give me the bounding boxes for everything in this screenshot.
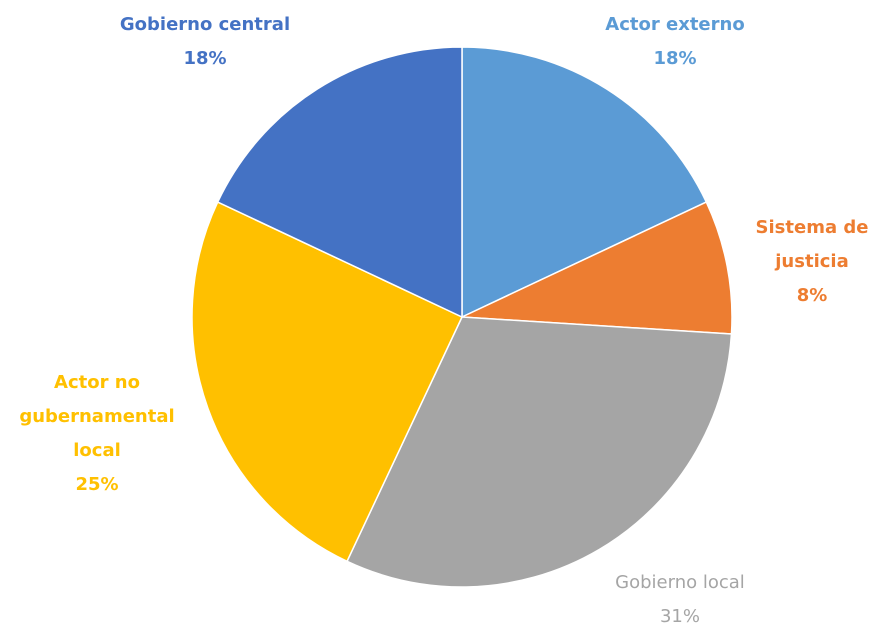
category-label: Gobierno local: [615, 572, 745, 593]
slice-label: Sistema de justicia 8%: [742, 211, 876, 313]
category-label: Actor externo: [605, 14, 745, 35]
slice-label: Actor no gubernamental local 25%: [7, 366, 187, 502]
category-label: Actor no gubernamental local: [19, 372, 175, 461]
slice-label: Actor externo 18%: [545, 8, 805, 76]
value-label: 18%: [653, 48, 697, 69]
value-label: 31%: [659, 606, 700, 623]
pie-slice: [461, 46, 708, 319]
pie-slice: [346, 316, 733, 588]
slice-label: Gobierno local 31%: [550, 566, 810, 623]
value-label: 18%: [183, 48, 227, 69]
pie-slice: [461, 201, 733, 335]
value-label: 25%: [75, 474, 119, 495]
slice-label: Gobierno central 18%: [75, 8, 335, 76]
category-label: Sistema de justicia: [755, 217, 869, 272]
pie-slice: [191, 201, 463, 563]
value-label: 8%: [796, 285, 828, 306]
pie-slice: [216, 46, 463, 319]
category-label: Gobierno central: [119, 14, 291, 35]
